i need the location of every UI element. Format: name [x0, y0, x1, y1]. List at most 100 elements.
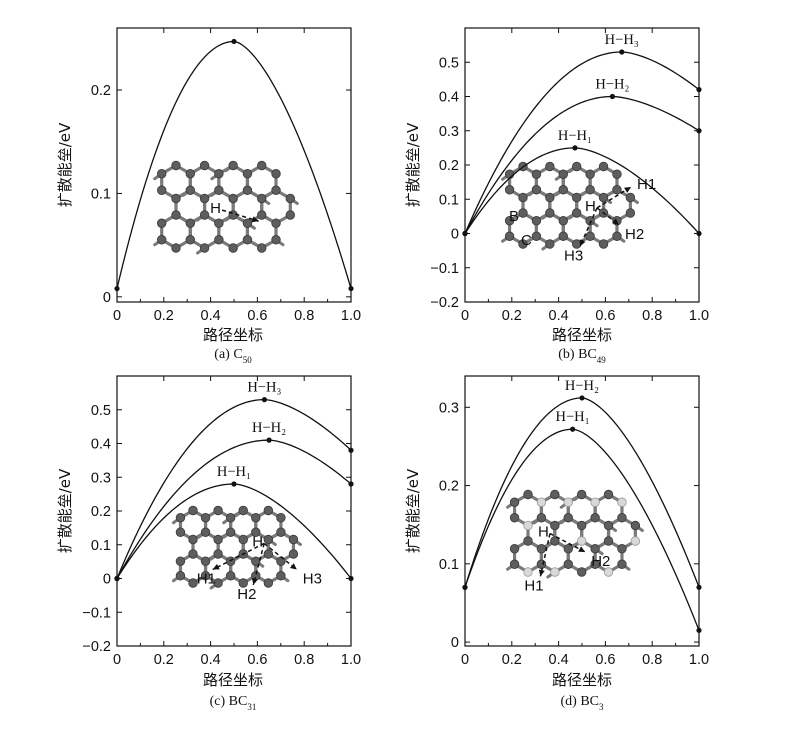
carbon-atom: [175, 527, 186, 537]
carbon-atom: [199, 193, 210, 204]
carbon-atom: [200, 527, 211, 537]
x-axis-label: 路径坐标: [552, 326, 612, 344]
carbon-atom: [213, 549, 223, 559]
carbon-atom: [276, 513, 286, 523]
carbon-atom: [603, 520, 614, 531]
data-point: [619, 49, 625, 55]
data-point: [231, 481, 237, 487]
carbon-atom: [242, 235, 253, 245]
carbon-atom: [603, 536, 614, 546]
y-axis-label: 扩散能垒/eV: [56, 122, 74, 207]
carbon-atom: [531, 216, 542, 226]
carbon-atom: [199, 160, 210, 171]
panel-caption: (d) BC3: [561, 694, 605, 712]
inset-label: H1: [197, 571, 216, 588]
structure-inset: H H1 H2 H3: [171, 505, 322, 603]
data-point: [570, 426, 576, 432]
x-tick-label: 0.8: [642, 652, 662, 668]
x-tick-label: 0.2: [502, 308, 522, 324]
x-tick-label: 0.4: [549, 652, 569, 668]
data-point: [114, 285, 120, 292]
data-point: [609, 93, 616, 100]
carbon-atom: [612, 185, 622, 195]
carbon-atom: [175, 513, 186, 523]
structure-inset: H H2 H1: [506, 489, 644, 594]
boron-atom: [590, 497, 600, 507]
x-tick-label: 1.0: [341, 652, 361, 668]
boron-atom: [630, 536, 641, 546]
plot-frame: [116, 375, 352, 647]
series-label: H−H₂: [252, 420, 286, 436]
carbon-atom: [509, 559, 520, 569]
y-tick-label: 0: [451, 227, 459, 243]
carbon-atom: [171, 193, 181, 204]
carbon-atom: [518, 208, 528, 218]
x-axis-label: 路径坐标: [203, 671, 263, 689]
carbon-atom: [612, 231, 622, 241]
x-tick-label: 1.0: [689, 308, 709, 324]
x-tick-label: 0.4: [201, 652, 221, 668]
carbon-atom: [536, 544, 547, 554]
x-tick-label: 1.0: [689, 652, 709, 668]
carbon-atom: [288, 549, 299, 559]
carbon-atom: [185, 218, 195, 228]
data-point: [266, 437, 272, 443]
series-label: H−H₁: [558, 128, 592, 144]
boron-atom: [603, 567, 614, 577]
carbon-atom: [185, 185, 195, 195]
carbon-atom: [558, 231, 568, 241]
y-tick-label: 0.4: [439, 90, 459, 106]
boron-atom: [523, 520, 533, 531]
carbon-atom: [504, 185, 515, 195]
carbon-atom: [563, 513, 573, 523]
series-label: H−H₃: [605, 32, 639, 48]
carbon-atom: [228, 193, 238, 204]
data-point: [462, 230, 468, 237]
data-point: [579, 395, 585, 401]
y-tick-label: 0.4: [91, 437, 111, 453]
carbon-atom: [276, 571, 286, 581]
y-tick-label: 0.3: [91, 470, 111, 486]
y-tick-label: 0.3: [439, 124, 459, 140]
data-point: [261, 397, 268, 403]
carbon-atom: [242, 218, 253, 228]
carbon-atom: [225, 571, 236, 581]
x-tick-label: 0.8: [294, 308, 314, 324]
data-point: [348, 447, 354, 453]
carbon-atom: [550, 520, 560, 531]
carbon-atom: [288, 534, 299, 545]
series-line: [464, 428, 700, 631]
carbon-atom: [523, 536, 533, 546]
diffusion-path-arrow: [221, 209, 259, 222]
carbon-atom: [188, 549, 198, 559]
series-label: H−H₁: [556, 409, 590, 425]
carbon-atom: [590, 559, 600, 569]
arrow-head-icon: [289, 563, 297, 570]
carbon-atom: [630, 520, 641, 531]
data-point: [696, 584, 702, 590]
series-line: [464, 51, 700, 234]
boron-atom: [576, 536, 587, 546]
chart-panel-4: 0 0.2 0.4 0.6 0.8 1.0 0 0.1 0.2 0.3 路径坐标 扩散能垒/eV (d)…: [404, 375, 709, 712]
carbon-atom: [257, 243, 267, 253]
carbon-atom: [545, 208, 555, 218]
y-axis-label: 扩散能垒/eV: [56, 468, 74, 553]
carbon-atom: [157, 235, 167, 245]
carbon-atom: [257, 193, 267, 204]
x-tick-label: 0.6: [595, 652, 615, 668]
series-label: H−H₁: [217, 464, 251, 480]
carbon-atom: [228, 243, 238, 253]
carbon-atom: [157, 185, 167, 195]
carbon-atom: [225, 513, 236, 523]
data-point: [348, 285, 354, 292]
carbon-atom: [251, 513, 261, 523]
data-point: [696, 128, 702, 134]
carbon-atom: [214, 218, 224, 228]
inset-label: H2: [625, 226, 644, 243]
inset-label: H: [585, 198, 596, 215]
arrow-head-icon: [578, 546, 586, 552]
arrow-head-icon: [612, 218, 619, 225]
carbon-atom: [598, 161, 609, 172]
carbon-atom: [531, 169, 542, 179]
x-tick-label: 0.8: [294, 652, 314, 668]
